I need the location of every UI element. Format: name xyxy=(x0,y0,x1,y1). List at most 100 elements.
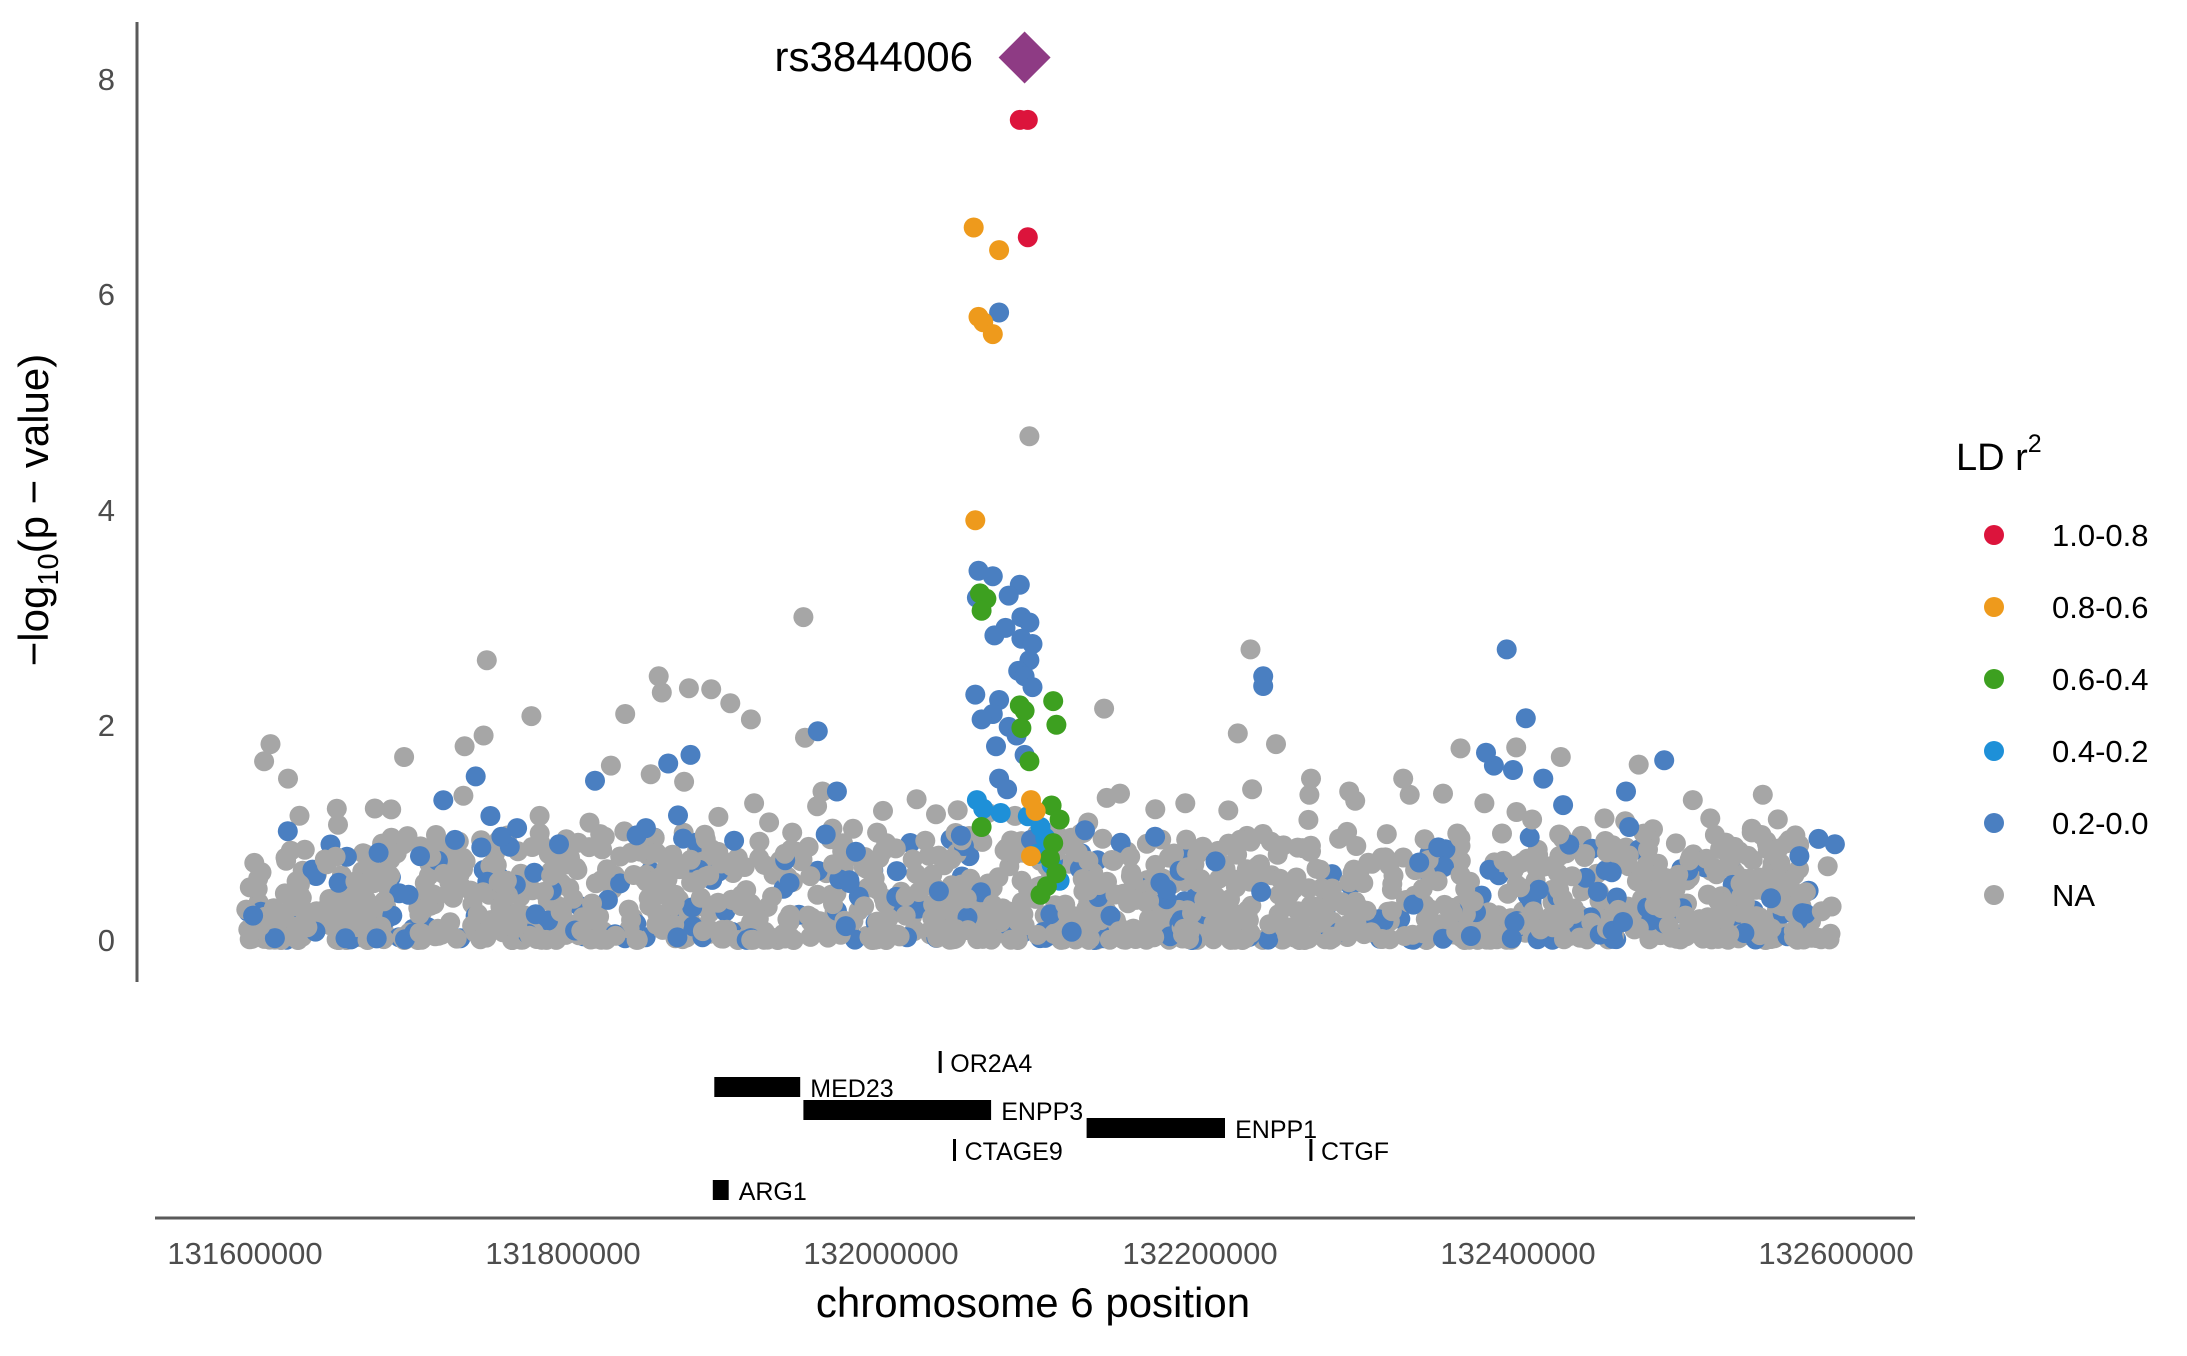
background-point xyxy=(835,916,856,937)
background-point xyxy=(486,855,507,876)
y-tick-label: 4 xyxy=(98,493,115,528)
background-point xyxy=(1251,881,1272,902)
background-point xyxy=(801,907,822,928)
data-point-NA xyxy=(740,709,761,730)
y-tick-label: 0 xyxy=(98,923,115,958)
data-point-02_00 xyxy=(585,770,605,791)
background-point xyxy=(1824,834,1845,855)
background-point xyxy=(1427,871,1448,892)
data-point-02_00 xyxy=(680,744,701,765)
data-point-02_00 xyxy=(1253,676,1274,696)
legend-swatch xyxy=(1984,741,2004,761)
background-point xyxy=(1628,918,1649,939)
background-point xyxy=(1519,827,1540,848)
background-point xyxy=(524,862,545,883)
background-point xyxy=(1259,914,1280,935)
data-point-02_00 xyxy=(1515,708,1536,729)
data-point-NA xyxy=(793,607,814,628)
background-point xyxy=(843,818,863,839)
background-point xyxy=(491,826,512,847)
background-point xyxy=(1376,824,1397,845)
background-point xyxy=(748,908,769,929)
data-point-NA xyxy=(1550,747,1571,767)
data-point-02_00 xyxy=(1019,612,1040,633)
background-points-layer xyxy=(236,784,1845,950)
data-point-NA xyxy=(1266,734,1286,755)
background-point xyxy=(1450,850,1471,871)
background-point xyxy=(699,865,720,886)
data-point-06_04 xyxy=(1014,700,1035,721)
data-point-NA xyxy=(678,678,699,699)
background-point xyxy=(647,903,668,924)
gene-bar-or2a4 xyxy=(938,1051,942,1073)
data-point-02_00 xyxy=(971,709,992,730)
data-point-NA xyxy=(1506,737,1527,758)
background-point xyxy=(1658,915,1679,936)
x-tick-label: 132600000 xyxy=(1758,1236,1913,1271)
legend-label: 0.6-0.4 xyxy=(2052,662,2149,697)
background-point xyxy=(650,866,671,887)
background-point xyxy=(779,873,800,893)
background-point xyxy=(1381,901,1402,922)
legend-label: NA xyxy=(2052,878,2095,913)
background-point xyxy=(336,899,357,919)
background-point xyxy=(1638,839,1658,860)
data-point-06_04 xyxy=(1030,884,1051,905)
background-point xyxy=(741,929,762,950)
data-point-NA xyxy=(701,679,722,700)
gene-label-ctgf: CTGF xyxy=(1321,1138,1389,1166)
x-tick-label: 132200000 xyxy=(1122,1236,1277,1271)
background-point xyxy=(646,842,667,863)
data-point-06_04 xyxy=(1043,691,1064,712)
data-point-06_04 xyxy=(1049,809,1070,830)
data-point-06_04 xyxy=(1046,714,1067,735)
background-point xyxy=(1061,836,1082,857)
background-point xyxy=(690,887,711,908)
background-point xyxy=(1402,924,1423,945)
data-point-NA xyxy=(1752,784,1773,805)
background-point xyxy=(1552,888,1573,909)
data-point-NA xyxy=(648,666,669,687)
background-point xyxy=(1145,799,1166,820)
data-point-NA xyxy=(476,650,497,671)
background-point xyxy=(1004,844,1025,865)
background-point xyxy=(453,847,474,868)
background-point xyxy=(926,804,946,825)
data-point-NA xyxy=(1433,783,1453,804)
background-point xyxy=(580,905,601,926)
background-point xyxy=(1375,847,1396,868)
background-point xyxy=(289,917,310,938)
data-point-02_00 xyxy=(984,625,1005,646)
data-point-NA xyxy=(254,751,275,772)
background-point xyxy=(1252,865,1273,886)
background-point xyxy=(597,889,618,910)
lead-snp-diamond xyxy=(998,31,1051,84)
background-point xyxy=(951,874,972,895)
background-point xyxy=(754,854,775,875)
data-point-02_00 xyxy=(1409,852,1430,873)
legend-label: 0.2-0.0 xyxy=(2052,806,2149,841)
data-point-NA xyxy=(1019,426,1040,447)
background-point xyxy=(621,910,642,930)
data-point-06_04 xyxy=(1019,751,1040,772)
data-point-02_00 xyxy=(1075,820,1095,841)
background-point xyxy=(1027,924,1048,945)
background-point xyxy=(277,821,298,842)
background-point xyxy=(529,805,550,826)
background-point xyxy=(1298,878,1319,899)
background-point xyxy=(759,812,780,833)
background-point xyxy=(800,866,821,887)
data-point-02_00 xyxy=(1533,768,1554,789)
data-point-06_04 xyxy=(1011,718,1032,738)
background-point xyxy=(1269,868,1290,889)
y-tick-label: 8 xyxy=(98,62,115,97)
data-point-02_00 xyxy=(1428,837,1449,858)
background-point xyxy=(525,904,546,925)
data-point-08_06 xyxy=(989,240,1010,261)
background-point xyxy=(1126,889,1146,910)
background-point xyxy=(1208,923,1229,943)
legend-label: 0.4-0.2 xyxy=(2052,734,2149,769)
background-point xyxy=(724,830,745,851)
data-point-NA xyxy=(744,793,765,814)
data-point-02_00 xyxy=(1022,677,1043,698)
